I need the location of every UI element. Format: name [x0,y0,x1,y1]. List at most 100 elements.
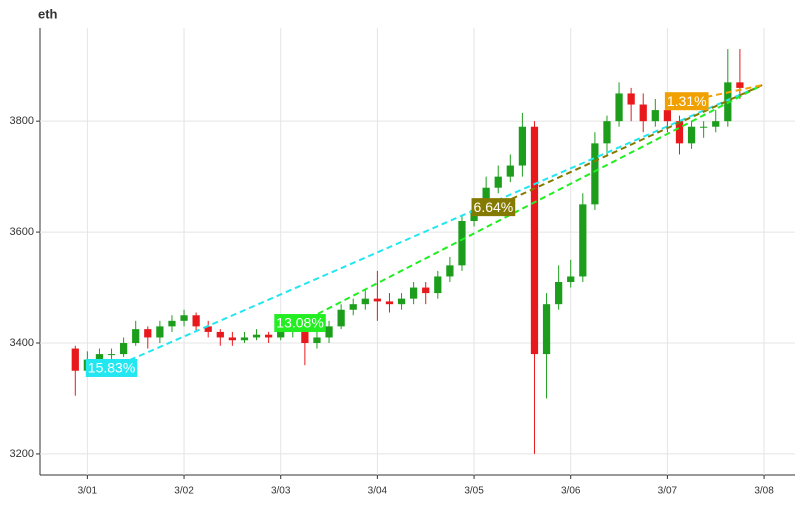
candle [518,112,527,177]
candle [567,259,575,288]
candle [349,298,357,316]
candle [530,121,539,454]
candle-body [361,298,369,305]
candle-body [301,329,309,344]
candle-body [567,276,575,283]
y-tick-label: 3800 [10,115,34,127]
candle [700,121,708,138]
candle-body [397,298,406,305]
x-tick-label: 3/01 [78,486,98,497]
chart-title: eth [38,6,58,21]
candle-body [494,176,502,188]
annotation-box [471,198,516,217]
candle-body [663,110,672,122]
candle-body [144,329,152,338]
candle [458,215,466,271]
candle [627,87,635,122]
candle-body [651,110,659,122]
trend-line [111,84,763,369]
x-tick-label: 3/04 [368,486,388,497]
candle-body [252,334,261,338]
candle [603,115,611,155]
candle-body [700,126,708,128]
candle-body [180,315,188,321]
candle [119,337,128,357]
candle-body [712,121,720,127]
trend-line [492,84,763,209]
candle [228,331,237,346]
candle-body [216,331,224,338]
candle-body [530,126,539,355]
candle-body [119,343,128,355]
candle-body [410,287,418,299]
candle [168,315,176,332]
candle [204,320,212,338]
candle [240,331,249,344]
candle [615,82,623,127]
trend-line [299,84,763,324]
candle-body [542,304,551,355]
candle-body [168,320,176,327]
candle [337,304,345,330]
x-tick-label: 3/02 [174,486,194,497]
candle-body [71,348,79,371]
candle [434,270,442,299]
candle-body [603,121,611,144]
annotation-label: 15.83% [88,360,135,376]
candle [265,331,273,344]
candle-body [736,82,744,88]
annotation-box [85,358,138,377]
candle [555,265,563,310]
candle [397,293,406,310]
candle [132,320,140,346]
candle [107,348,116,360]
candle [410,282,418,305]
candle [494,165,502,194]
candle [675,115,684,155]
candle [71,345,79,396]
x-tick-label: 3/07 [658,486,678,497]
candle [687,121,696,149]
x-tick-label: 3/08 [754,486,774,497]
candle [361,290,369,310]
candle-body [446,265,454,277]
candle [180,309,188,327]
candle [736,49,744,99]
candle [385,293,394,313]
candle [506,154,514,183]
candle [252,329,261,341]
annotation-label: 1.31% [667,93,707,109]
candle-body [277,331,285,338]
candle-body [313,337,321,344]
candle-body [265,334,273,338]
candle [422,282,430,305]
candle-body [385,301,394,305]
candle-body [349,304,357,310]
y-tick-label: 3200 [10,448,34,460]
y-tick-label: 3400 [10,337,34,349]
candle-body [373,298,382,302]
candle-body [325,326,333,338]
candle [325,320,333,344]
candle-body [591,143,599,205]
candle-body [639,104,647,122]
candle-body [579,204,587,277]
candle-body [204,326,212,332]
annotation-label: 6.64% [474,199,514,215]
candle [313,331,321,349]
candle-body [458,220,466,266]
candle [156,320,164,344]
candle-body [240,337,249,341]
candle-body [107,354,116,356]
candle-body [422,287,430,294]
candle-body [615,93,623,122]
candle-body [434,276,442,294]
candle-body [687,126,696,144]
annotation-label: 13.08% [276,315,323,331]
candle-body [518,126,527,166]
candle [542,293,551,399]
candle-body [506,165,514,177]
candle-body [228,337,237,341]
grid [40,28,795,475]
